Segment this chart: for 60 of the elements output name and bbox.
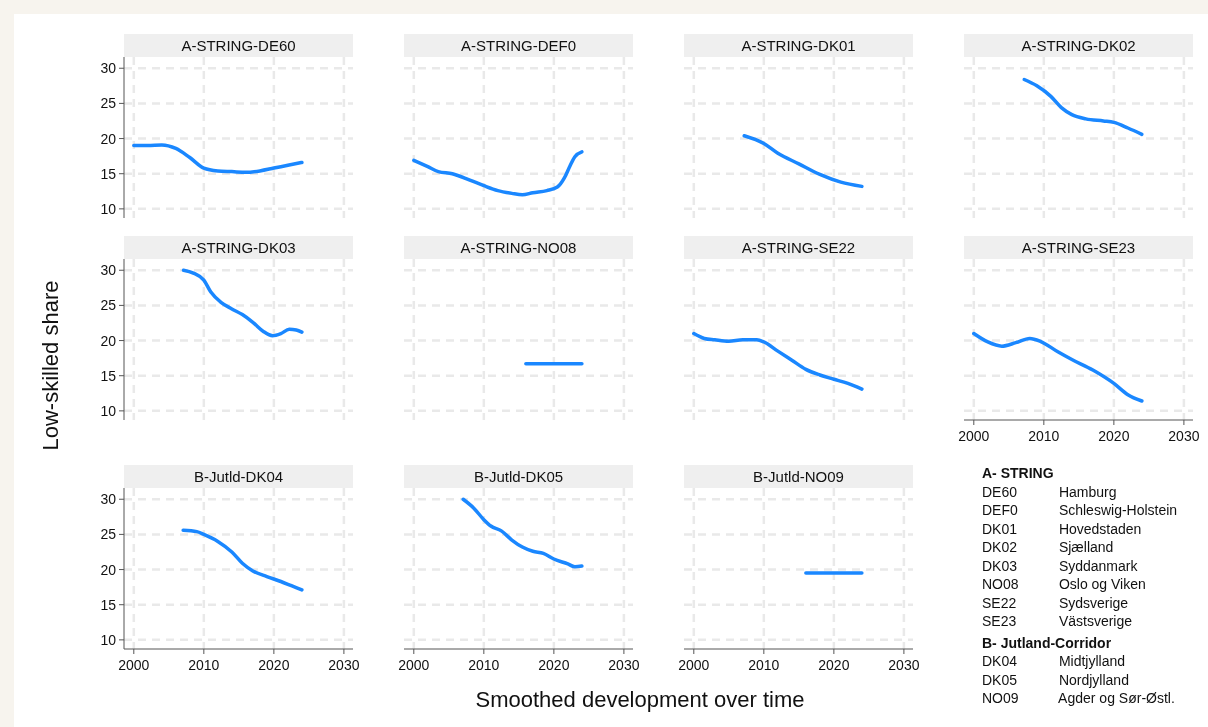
text: DK01 Hovedstaden — [982, 520, 1142, 537]
y-axis-title: Low-skilled share — [38, 280, 63, 451]
text: DK02 Sjælland — [982, 539, 1114, 555]
x-tick-label: 2000 — [678, 657, 710, 673]
x-tick-label: 2030 — [888, 657, 920, 673]
chart-title: A-STRING-DK02 — [1021, 37, 1136, 54]
x-tick-label: 2030 — [328, 657, 360, 673]
x-tick-label: 2010 — [748, 657, 780, 673]
x-tick-label: 2010 — [468, 657, 500, 673]
y-tick-label: 30 — [100, 262, 117, 279]
y-tick-label: 15 — [100, 596, 117, 613]
y-tick-label: 10 — [100, 631, 117, 648]
chart-title: A-STRING-DK01 — [741, 37, 856, 54]
x-tick-label: 2020 — [1098, 428, 1130, 444]
y-tick-label: 20 — [100, 561, 117, 578]
chart-title: B-Jutld-DK05 — [473, 468, 564, 485]
chart-title: A-STRING-DE60 — [181, 37, 296, 54]
line-series — [181, 268, 304, 338]
text: DK04 Midtjylland — [982, 653, 1126, 669]
y-tick-label: 25 — [100, 526, 117, 543]
y-tick-label: 15 — [100, 165, 117, 182]
text: DK03 Syddanmark — [982, 557, 1138, 574]
line-series — [132, 143, 304, 175]
chart-title: B-Jutld-DK04 — [193, 468, 284, 485]
text: DEF0 Schleswig-Holstein — [982, 502, 1178, 518]
text: SE23 Västsverige — [982, 613, 1133, 629]
chart-title: A-STRING-DEF0 — [460, 37, 577, 54]
text: DE60 Hamburg — [982, 483, 1117, 500]
y-tick-label: 20 — [100, 130, 117, 147]
x-axis-title: Smoothed development over time — [475, 687, 805, 712]
text: B- Jutland-Corridor — [982, 634, 1112, 651]
chart-title: A-STRING-SE23 — [1021, 239, 1136, 256]
text: NO08 Oslo og Viken — [982, 576, 1146, 592]
y-tick-label: 25 — [100, 95, 117, 112]
line-series — [181, 528, 304, 592]
y-tick-label: 10 — [100, 402, 117, 419]
y-tick-label: 15 — [100, 367, 117, 384]
y-tick-label: 20 — [100, 332, 117, 349]
text: NO09 Agder og Sør-Østl. — [982, 690, 1175, 706]
x-tick-label: 2000 — [118, 657, 150, 673]
x-tick-label: 2030 — [1168, 428, 1200, 444]
text: DK05 Nordjylland — [982, 671, 1129, 688]
x-tick-label: 2010 — [188, 657, 220, 673]
text: A- STRING — [982, 465, 1054, 481]
x-tick-label: 2010 — [1028, 428, 1060, 444]
x-tick-label: 2020 — [818, 657, 850, 673]
y-tick-label: 25 — [100, 297, 117, 314]
chart-title: A-STRING-SE22 — [741, 239, 856, 256]
y-tick-label: 30 — [100, 491, 117, 508]
x-tick-label: 2020 — [258, 657, 290, 673]
chart-title: A-STRING-DK03 — [181, 239, 296, 256]
x-tick-label: 2020 — [538, 657, 570, 673]
chart-title: B-Jutld-NO09 — [753, 468, 844, 485]
x-tick-label: 2000 — [398, 657, 430, 673]
text: SE22 Sydsverige — [982, 594, 1129, 611]
chart-title: A-STRING-NO08 — [460, 239, 577, 256]
y-tick-label: 30 — [100, 60, 117, 77]
x-tick-label: 2030 — [608, 657, 640, 673]
y-tick-label: 10 — [100, 200, 117, 217]
x-tick-label: 2000 — [958, 428, 990, 444]
